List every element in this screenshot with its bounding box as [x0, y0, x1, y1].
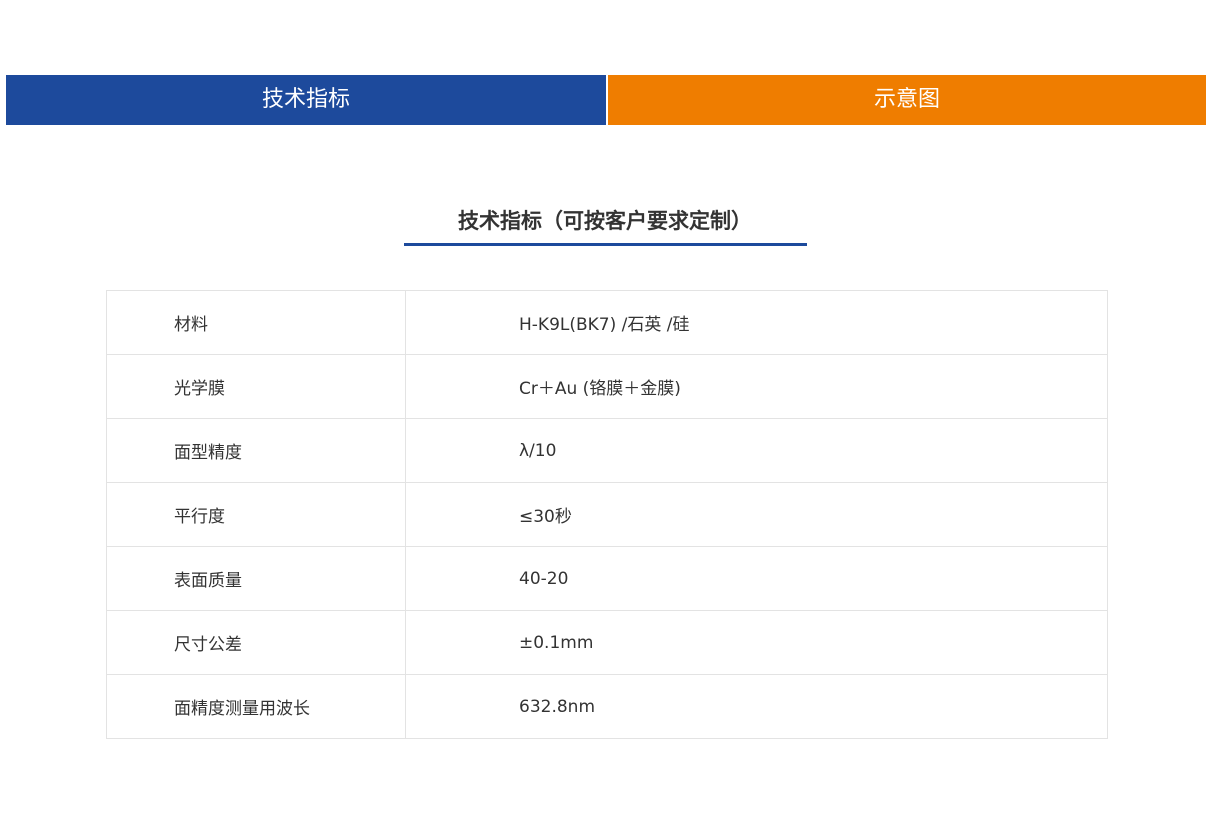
spec-value: 40-20 [405, 546, 1108, 611]
spec-label: 表面质量 [106, 546, 406, 611]
table-row: 尺寸公差 ±0.1mm [106, 610, 1108, 675]
table-row: 材料 H-K9L(BK7) /石英 /硅 [106, 290, 1108, 355]
table-row: 面型精度 λ/10 [106, 418, 1108, 483]
spec-value: ±0.1mm [405, 610, 1108, 675]
spec-value: H-K9L(BK7) /石英 /硅 [405, 290, 1108, 355]
section-title: 技术指标（可按客户要求定制） [458, 209, 752, 233]
spec-value: Cr＋Au (铬膜＋金膜) [405, 354, 1108, 419]
spec-label: 面型精度 [106, 418, 406, 483]
table-row: 面精度测量用波长 632.8nm [106, 674, 1108, 739]
table-row: 光学膜 Cr＋Au (铬膜＋金膜) [106, 354, 1108, 419]
spec-value: ≤30秒 [405, 482, 1108, 547]
spec-value: λ/10 [405, 418, 1108, 483]
table-row: 表面质量 40-20 [106, 546, 1108, 611]
spec-value: 632.8nm [405, 674, 1108, 739]
spec-label: 材料 [106, 290, 406, 355]
spec-label: 尺寸公差 [106, 610, 406, 675]
title-underline [404, 243, 807, 246]
table-row: 平行度 ≤30秒 [106, 482, 1108, 547]
spec-label: 平行度 [106, 482, 406, 547]
spec-label: 面精度测量用波长 [106, 674, 406, 739]
tab-diagram[interactable]: 示意图 [608, 75, 1206, 125]
tab-technical-specs[interactable]: 技术指标 [6, 75, 606, 125]
spec-label: 光学膜 [106, 354, 406, 419]
specs-table: 材料 H-K9L(BK7) /石英 /硅 光学膜 Cr＋Au (铬膜＋金膜) 面型精度 λ… [106, 290, 1108, 739]
